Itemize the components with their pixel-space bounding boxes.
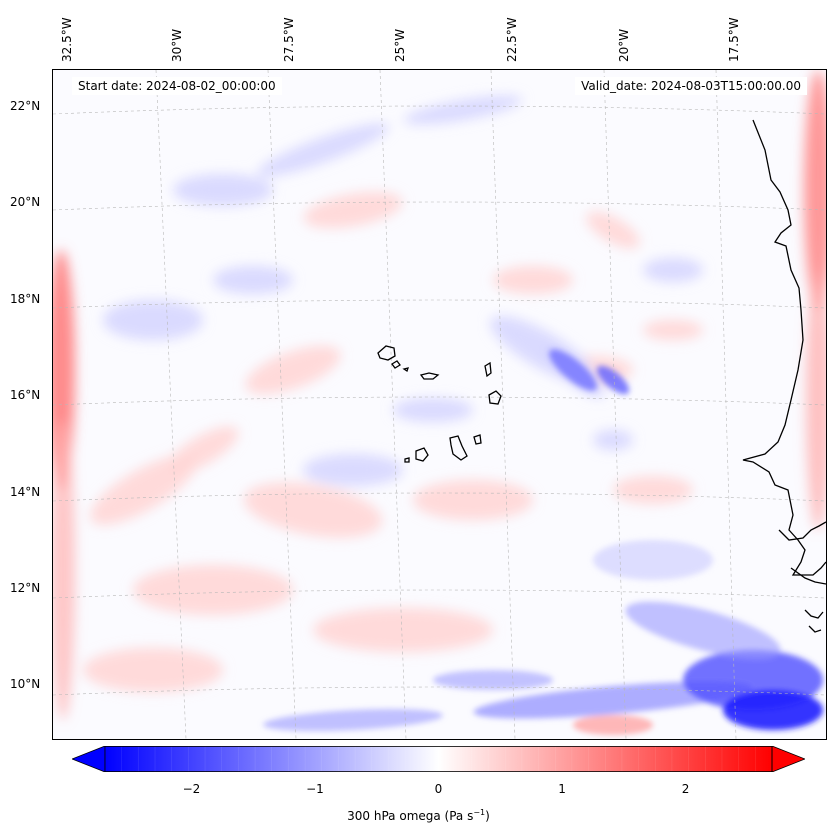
- omega-blob: [167, 426, 239, 474]
- cape-verde-maio: [473, 434, 482, 445]
- omega-blob: [173, 174, 273, 206]
- colorbar-steps: [104, 746, 756, 772]
- omega-blob: [243, 482, 383, 538]
- colorbar-tick-label: 2: [681, 782, 690, 796]
- cape-verde-sal: [484, 361, 492, 378]
- omega-blob: [213, 266, 293, 294]
- cape-verde-santo-antao: [377, 345, 396, 361]
- omega-blob: [53, 250, 75, 490]
- parallel-line: [53, 686, 826, 696]
- omega-blob: [806, 270, 826, 530]
- colorbar-max-extend: [771, 746, 805, 772]
- omega-blob: [586, 211, 640, 249]
- omega-contours-strong: [263, 349, 823, 735]
- colorbar-tick-label: 0: [434, 782, 443, 796]
- omega-blob: [83, 648, 223, 692]
- omega-blob: [403, 95, 523, 125]
- omega-blob: [245, 345, 341, 395]
- map-panel[interactable]: [52, 69, 827, 740]
- omega-blob: [593, 540, 713, 580]
- colorbar-tick-label: −2: [182, 782, 201, 796]
- start-date-label: Start date: 2024-08-02_00:00:00: [72, 77, 282, 95]
- omega-blob: [473, 681, 753, 719]
- cape-verde-santa-luzia: [402, 367, 409, 373]
- cape-verde-brava: [404, 457, 410, 463]
- colorbar-min-extend: [72, 746, 106, 772]
- omega-blob: [593, 430, 633, 450]
- colorbar-tick-label: −1: [306, 782, 324, 796]
- longitude-label: 32.5°W: [60, 17, 74, 62]
- omega-blob: [433, 670, 553, 690]
- latitude-label: 18°N: [10, 292, 41, 306]
- valid-date-label: Valid_date: 2024-08-03T15:00:00.00: [575, 77, 807, 95]
- africa-coast: [742, 119, 826, 576]
- omega-blob: [413, 480, 533, 520]
- coastline: [377, 119, 826, 633]
- latitude-label: 10°N: [10, 677, 41, 691]
- omega-blob: [313, 608, 493, 652]
- latitude-label: 20°N: [10, 195, 41, 209]
- parallel-line: [53, 201, 826, 211]
- omega-blob: [643, 258, 703, 282]
- cape-verde-boa-vista: [488, 390, 502, 405]
- omega-blob: [493, 266, 573, 294]
- longitude-label: 20°W: [617, 28, 631, 62]
- meridian-line: [155, 70, 187, 739]
- omega-blob: [263, 708, 443, 732]
- omega-blob: [90, 455, 196, 525]
- longitude-label: 27.5°W: [282, 17, 296, 62]
- omega-blob: [625, 601, 781, 659]
- latitude-label: 12°N: [10, 581, 41, 595]
- omega-blob: [53, 420, 75, 720]
- coast-south: [790, 567, 826, 585]
- cape-verde-sao-vicente: [391, 360, 401, 369]
- omega-blob: [303, 192, 403, 228]
- colorbar: [72, 746, 805, 772]
- omega-blob: [303, 454, 403, 486]
- parallel-line: [53, 105, 826, 115]
- cape-verde-sao-nicolau: [419, 372, 440, 380]
- omega-blob: [613, 476, 693, 504]
- omega-blob: [549, 349, 597, 391]
- longitude-label: 17.5°W: [727, 17, 741, 62]
- colorbar-tick-label: 1: [558, 782, 566, 796]
- coast-inlet: [778, 521, 826, 541]
- longitude-label: 22.5°W: [505, 17, 519, 62]
- bijagos-islands: [804, 609, 824, 633]
- omega-blob: [573, 715, 653, 735]
- omega-blob: [133, 565, 293, 615]
- colorbar-body: [105, 746, 772, 772]
- omega-blob: [393, 398, 473, 422]
- omega-blob: [103, 300, 203, 340]
- latitude-label: 14°N: [10, 485, 41, 499]
- colorbar-label: 300 hPa omega (Pa s−1): [347, 808, 490, 823]
- graticule: [53, 70, 826, 739]
- parallel-line: [53, 492, 826, 502]
- omega-blob: [257, 123, 389, 177]
- latitude-label: 16°N: [10, 388, 41, 402]
- cape-verde-santiago: [449, 435, 468, 461]
- latitude-label: 22°N: [10, 99, 41, 113]
- parallel-line: [53, 396, 826, 406]
- parallel-line: [53, 299, 826, 309]
- parallel-line: [53, 589, 826, 599]
- omega-blob: [723, 690, 823, 730]
- cape-verde-fogo: [415, 447, 429, 462]
- omega-field-map: [53, 70, 826, 739]
- omega-blob: [804, 70, 826, 310]
- longitude-label: 25°W: [393, 28, 407, 62]
- longitude-label: 30°W: [170, 28, 184, 62]
- omega-blob: [596, 365, 630, 395]
- omega-blob: [643, 320, 703, 340]
